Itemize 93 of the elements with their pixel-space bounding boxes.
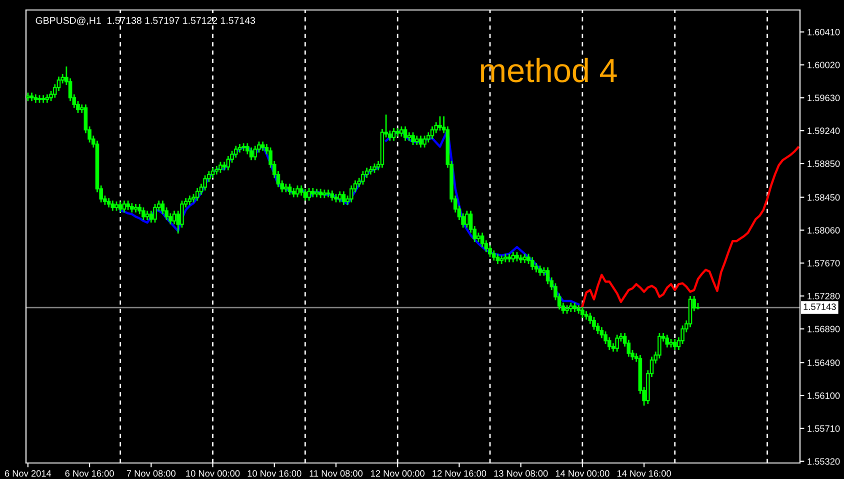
candlestick — [253, 145, 258, 161]
candlestick — [307, 187, 311, 202]
candlestick — [422, 135, 426, 148]
x-tick-label: 12 Nov 16:00 — [432, 470, 486, 477]
candlestick — [400, 126, 404, 138]
candlestick — [303, 188, 308, 202]
candlestick — [658, 332, 662, 360]
candlestick — [318, 188, 322, 199]
candlestick — [145, 210, 150, 221]
candlestick — [488, 244, 492, 258]
y-tick-label: 1.60020 — [808, 62, 840, 68]
x-tick-label: 10 Nov 00:00 — [186, 470, 240, 477]
candlestick — [114, 200, 118, 212]
candlestick — [392, 127, 396, 142]
y-tick-label: 1.56490 — [808, 360, 840, 366]
candlestick — [288, 183, 292, 196]
candlestick — [110, 200, 115, 212]
y-tick-label: 1.56100 — [808, 392, 840, 399]
x-tick-label: 6 Nov 16:00 — [65, 470, 114, 477]
candlestick — [234, 145, 238, 158]
candlestick — [438, 116, 442, 132]
candlestick — [153, 203, 157, 224]
y-tick-label: 1.59240 — [808, 128, 840, 134]
candlestick — [118, 200, 122, 214]
y-tick-label: 1.55710 — [808, 425, 840, 432]
line-series — [581, 146, 800, 308]
candlestick — [310, 187, 315, 198]
candlestick — [188, 194, 192, 206]
x-tick-label: 12 Nov 00:00 — [371, 470, 425, 477]
candlestick — [249, 146, 254, 161]
y-tick-label: 1.58450 — [808, 194, 840, 201]
y-tick-label: 1.59630 — [808, 94, 840, 102]
candlestick — [476, 232, 480, 243]
candlestick — [126, 200, 130, 211]
candlestick — [522, 253, 527, 264]
candlestick — [572, 302, 577, 313]
candlestick — [615, 334, 619, 352]
candlestick — [203, 174, 207, 192]
candlestick — [568, 302, 573, 313]
y-tick-label: 1.60410 — [808, 28, 840, 36]
candlestick — [418, 135, 423, 148]
candlestick — [292, 187, 296, 198]
candlestick — [511, 251, 516, 263]
candlestick — [515, 251, 519, 262]
candlestick — [480, 232, 484, 248]
candlestick — [330, 190, 334, 202]
x-tick-label: 13 Nov 08:00 — [494, 470, 548, 477]
candlestick — [349, 184, 354, 204]
candlestick — [142, 206, 146, 221]
y-tick-label: 1.56890 — [808, 326, 840, 332]
y-tick-label: 1.55320 — [808, 458, 840, 465]
candlestick — [106, 197, 111, 208]
candlestick — [210, 167, 215, 179]
candlestick — [492, 250, 496, 262]
candlestick — [592, 316, 596, 330]
x-tick-label: 14 Nov 16:00 — [617, 470, 671, 477]
text: GBPUSD@,H1 1.57138 1.57197 1.57122 1.57143 — [36, 16, 255, 26]
ref-line-label: 1.57143 — [804, 304, 836, 310]
candlestick — [260, 140, 265, 152]
candlestick — [403, 126, 408, 142]
candlestick — [496, 253, 500, 265]
candlestick — [530, 256, 534, 271]
x-tick-label: 7 Nov 08:00 — [126, 470, 176, 477]
candlestick — [149, 210, 154, 224]
candlestick — [580, 306, 584, 319]
candlestick — [665, 334, 670, 348]
y-tick-label: 1.57670 — [808, 260, 840, 266]
candlestick — [361, 170, 365, 186]
candlestick — [218, 161, 222, 174]
annotation: method 4 — [481, 58, 617, 82]
x-tick-label: 6 Nov 2014 — [4, 470, 52, 477]
y-tick-label: 1.58060 — [808, 227, 840, 234]
candlestick — [465, 210, 469, 228]
candlestick — [296, 184, 300, 198]
candlestick — [338, 190, 342, 204]
candlestick — [342, 190, 346, 206]
x-tick-label: 10 Nov 16:00 — [248, 470, 302, 477]
candlestick — [414, 135, 419, 146]
candlestick — [195, 187, 200, 202]
candlestick — [672, 338, 677, 351]
candlestick — [538, 264, 542, 276]
candlestick — [122, 200, 126, 214]
x-tick-label: 14 Nov 00:00 — [556, 470, 610, 477]
candlestick — [226, 155, 230, 171]
y-tick-label: 1.58850 — [808, 160, 840, 167]
candlestick — [430, 126, 434, 140]
candlestick — [172, 210, 176, 225]
candlestick — [299, 184, 304, 196]
y-tick-label: 1.57280 — [808, 292, 840, 300]
candlestick — [130, 202, 134, 214]
candlestick — [411, 132, 415, 146]
x-tick-label: 11 Nov 08:00 — [310, 470, 363, 477]
candlestick — [372, 162, 376, 174]
